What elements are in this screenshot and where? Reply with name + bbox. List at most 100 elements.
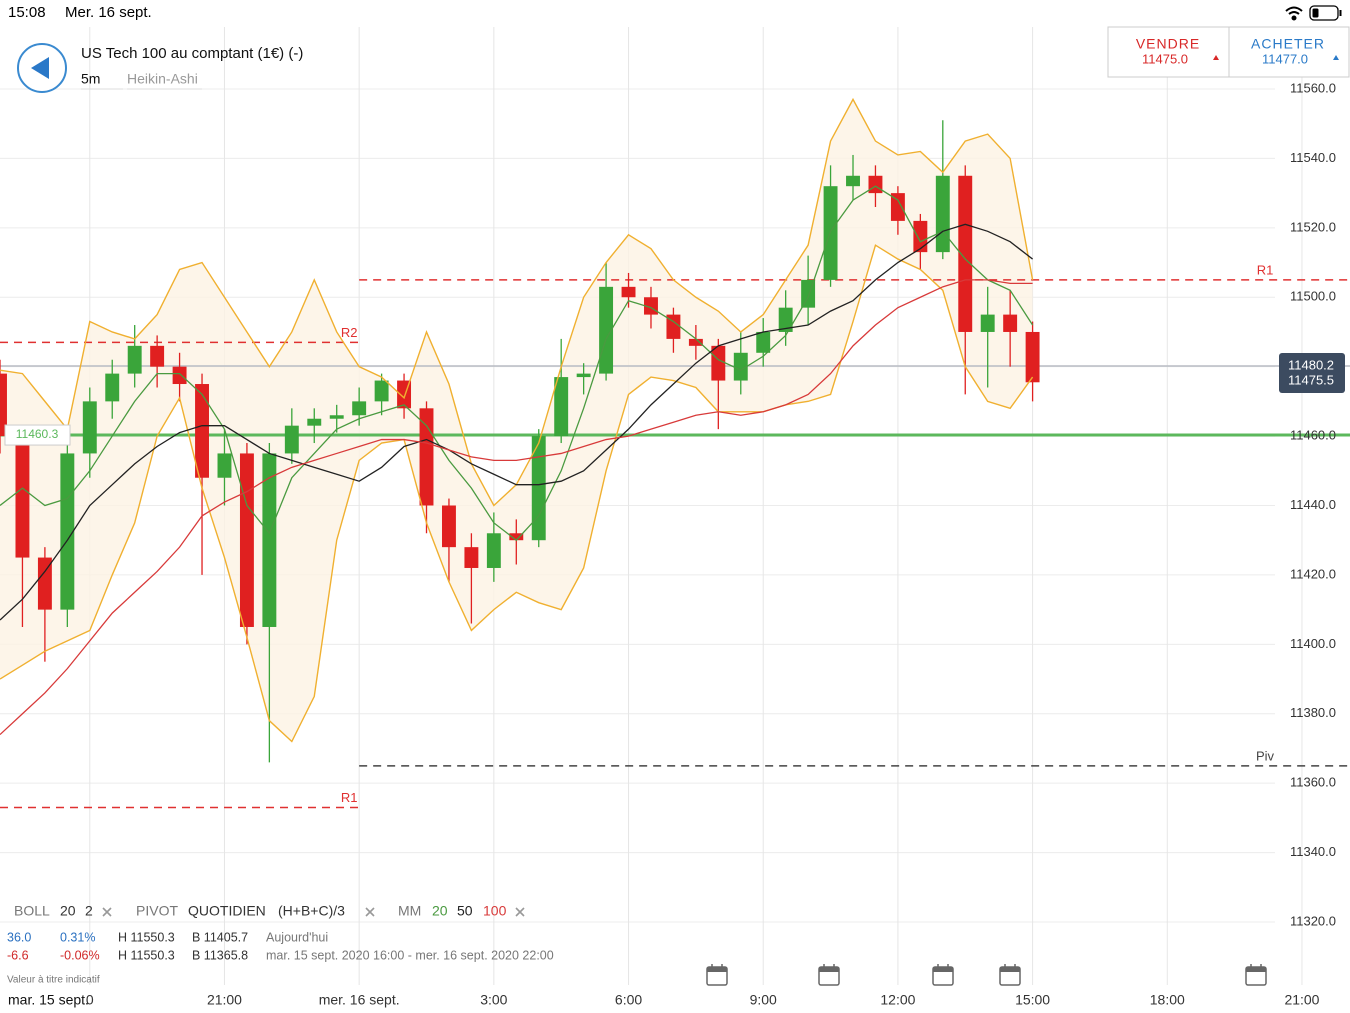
calendar-top	[707, 967, 727, 972]
x-tick-label: 6:00	[615, 992, 642, 1008]
sell-button[interactable]: VENDRE 11475.0	[1107, 26, 1230, 78]
buy-label: ACHETER	[1251, 36, 1325, 52]
status-date: Mer. 16 sept.	[65, 4, 152, 21]
buy-button[interactable]: ACHETER 11477.0	[1228, 26, 1350, 78]
candle-body	[374, 380, 389, 402]
y-tick-label: 11460.0	[1290, 428, 1336, 443]
interval[interactable]: 5m	[81, 71, 100, 87]
legend-param: 20	[60, 903, 76, 919]
candle-body	[15, 436, 30, 558]
x-tick-label: 12:00	[880, 992, 915, 1008]
candle-body	[307, 418, 322, 426]
info-cell: 36.0	[7, 930, 31, 944]
bollinger-lower	[0, 244, 1034, 743]
candle-body	[37, 557, 52, 610]
info-cell: H 11550.3	[118, 930, 175, 944]
candle-body	[464, 547, 479, 568]
last-price: 11475.5	[1288, 372, 1334, 387]
chart-style[interactable]: Heikin-Ashi	[127, 71, 198, 87]
level-label: Piv	[1256, 748, 1275, 763]
calendar-top	[819, 967, 839, 972]
candle-body	[1003, 314, 1018, 332]
y-tick-label: 11540.0	[1290, 150, 1336, 165]
info-cell: B 11405.7	[192, 930, 248, 944]
price-value: 11480.2	[1288, 357, 1334, 372]
sell-price: 11475.0	[1142, 51, 1188, 66]
candle-body	[688, 338, 703, 346]
calendar-icon[interactable]	[1245, 964, 1267, 986]
candle-body	[980, 314, 995, 332]
legend-param: (H+B+C)/3	[278, 903, 345, 919]
calendar-top	[1246, 967, 1266, 972]
remove-icon[interactable]	[515, 907, 525, 917]
candle-body	[733, 352, 748, 381]
candle-body	[262, 453, 277, 627]
note: Valeur à titre indicatif	[7, 975, 100, 986]
candle-body	[935, 175, 950, 253]
remove-icon[interactable]	[102, 907, 112, 917]
candle-body	[150, 345, 165, 367]
legend-param: QUOTIDIEN	[188, 903, 266, 919]
calendar-icon[interactable]	[999, 964, 1021, 986]
legend-boll[interactable]: BOLL	[14, 903, 50, 919]
candle-body	[711, 345, 726, 381]
level-label: R2	[341, 325, 358, 340]
candle-body	[239, 453, 254, 627]
x-tick-label: 21:00	[207, 992, 242, 1008]
candle-body	[329, 415, 344, 419]
y-tick-label: 11380.0	[1290, 705, 1336, 720]
info-cell: -0.06%	[60, 948, 100, 962]
info-cell: B 11365.8	[192, 948, 248, 962]
candle-body	[599, 286, 614, 374]
legend-param: 100	[483, 903, 507, 919]
buy-price: 11477.0	[1262, 51, 1308, 66]
candle-body	[127, 345, 142, 374]
y-tick-label: 11420.0	[1290, 566, 1336, 581]
candle-body	[509, 533, 524, 541]
calendar-icon[interactable]	[932, 964, 954, 986]
candle-body	[958, 175, 973, 332]
legend-mm[interactable]: MM	[398, 903, 421, 919]
candle-body	[778, 307, 793, 332]
legend-pivot[interactable]: PIVOT	[136, 903, 178, 919]
legend-param: 50	[457, 903, 473, 919]
candle-body	[60, 453, 75, 610]
y-tick-label: 11560.0	[1290, 80, 1336, 95]
x-tick-label: mer. 16 sept.	[319, 992, 400, 1008]
y-tick-label: 11340.0	[1290, 844, 1336, 859]
legend-param: 20	[432, 903, 448, 919]
x-tick-label: 9:00	[750, 992, 777, 1008]
candle-body	[846, 175, 860, 187]
calendar-icon[interactable]	[818, 964, 840, 986]
x-date-label: mar. 15 sept.	[8, 992, 89, 1008]
moving-average	[0, 223, 1033, 621]
y-tick-label: 11500.0	[1290, 289, 1336, 304]
battery	[1309, 5, 1342, 21]
calendar-icon[interactable]	[706, 964, 728, 986]
info-cell: -6.6	[7, 948, 29, 962]
candle-body	[195, 384, 209, 478]
x-tick-label: 21:00	[1284, 992, 1319, 1008]
info-cell: H 11550.3	[118, 948, 175, 962]
legend-param: 2	[85, 903, 93, 919]
remove-icon[interactable]	[365, 907, 375, 917]
candle-body	[913, 220, 928, 253]
candle-body	[352, 401, 367, 416]
moving-average	[0, 185, 1034, 542]
price-box	[1279, 352, 1345, 393]
back-button[interactable]	[17, 43, 67, 93]
x-tick-label: 15:00	[1015, 992, 1050, 1008]
x-tick-label: 18:00	[1150, 992, 1185, 1008]
wifi	[1285, 6, 1303, 21]
y-tick-label: 11400.0	[1290, 636, 1336, 651]
info-cell: 0.31%	[60, 930, 95, 944]
candle-body	[868, 175, 883, 194]
level-label: R1	[341, 790, 358, 805]
candle-body	[284, 425, 299, 454]
plot-area	[0, 27, 1350, 985]
candle-body	[621, 286, 636, 298]
candle-body	[217, 453, 232, 478]
candle-body	[486, 533, 501, 568]
candle-body	[890, 193, 905, 221]
